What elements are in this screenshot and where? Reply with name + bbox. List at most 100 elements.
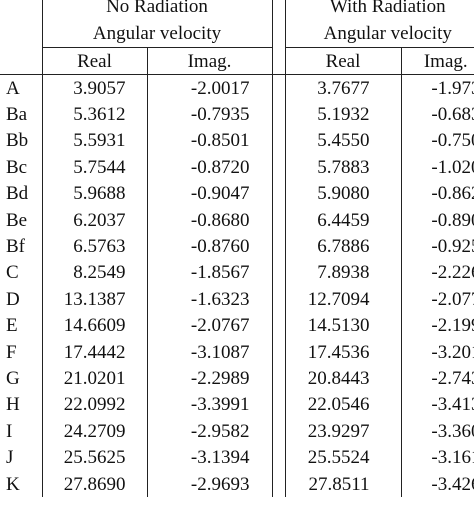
with-radiation-imag-cell: -3.1610 <box>431 447 474 469</box>
table-header: No Radiation With Radiation Angular velo… <box>0 0 474 75</box>
no-radiation-heading: No Radiation <box>42 0 273 20</box>
with-radiation-real-cell: 6.7886 <box>284 233 402 260</box>
no-radiation-imag-column-header: Imag. <box>147 47 273 75</box>
no-radiation-real-cell: 5.5931 <box>42 127 148 155</box>
with-radiation-real-cell: 25.5524 <box>284 444 402 471</box>
table-body: A3.9057-2.00173.7677-1.9734Ba5.3612-0.79… <box>0 74 474 498</box>
gap-cell <box>272 339 285 365</box>
mode-label-cell: C <box>0 259 43 287</box>
gap-cell <box>272 260 285 286</box>
gap-cell <box>272 154 285 180</box>
no-radiation-imag-cell: -1.6323 <box>147 286 273 313</box>
mode-label-cell: I <box>0 418 43 445</box>
table-row: Bd5.9688-0.9047 5.9080 -0.8623 <box>0 180 474 207</box>
table-row: H22.0992-3.3991 22.0546 -3.4135 <box>0 391 474 419</box>
with-radiation-real-cell: 27.8511 <box>284 470 402 498</box>
with-radiation-heading: With Radiation <box>284 0 474 20</box>
no-radiation-imag-cell: -2.9582 <box>147 418 273 445</box>
with-radiation-real-cell: 3.7677 <box>284 74 402 102</box>
mode-label-cell: K <box>0 470 43 498</box>
table-row: J25.5625-3.1394 25.5524 -3.1610 <box>0 444 474 471</box>
no-radiation-imag-cell: -0.8501 <box>147 127 273 155</box>
no-radiation-real-cell: 21.0201 <box>42 365 148 392</box>
table-row: Bf6.5763-0.8760 6.7886 -0.9250 <box>0 233 474 260</box>
mode-label-cell: D <box>0 286 43 313</box>
with-radiation-real-cell: 20.8443 <box>284 365 402 392</box>
no-radiation-real-column-header: Real <box>42 47 148 75</box>
no-radiation-real-cell: 5.7544 <box>42 154 148 181</box>
with-radiation-imag-cell: -0.6832 <box>431 104 474 126</box>
no-radiation-imag-cell: -2.9693 <box>147 470 273 498</box>
gap-cell <box>272 101 285 127</box>
with-radiation-angular-velocity-heading: Angular velocity <box>284 20 474 48</box>
mode-label-cell: Ba <box>0 101 43 128</box>
no-radiation-imag-cell: -0.8680 <box>147 206 273 234</box>
with-radiation-imag-cell: -3.4267 <box>431 473 474 495</box>
table-row: C8.2549-1.8567 7.8938 -2.2269 <box>0 259 474 287</box>
no-radiation-imag-cell: -0.7935 <box>147 101 273 128</box>
with-radiation-imag-cell: -2.1991 <box>431 315 474 337</box>
with-radiation-imag-cell: -3.2013 <box>431 341 474 363</box>
table-row: A3.9057-2.0017 3.7677 -1.9734 <box>0 74 474 102</box>
table-row: G21.0201-2.2989 20.8443 -2.7435 <box>0 365 474 392</box>
no-radiation-imag-cell: -2.0767 <box>147 312 273 339</box>
with-radiation-real-cell: 17.4536 <box>284 338 402 366</box>
no-radiation-real-cell: 5.3612 <box>42 101 148 128</box>
mode-label-cell: J <box>0 444 43 471</box>
with-radiation-imag-cell: -2.7435 <box>431 367 474 389</box>
with-radiation-imag-cell: -2.0774 <box>431 288 474 310</box>
gap-cell <box>272 444 285 470</box>
with-radiation-real-cell: 5.4550 <box>284 127 402 155</box>
no-radiation-real-cell: 6.5763 <box>42 233 148 260</box>
mode-label-cell: Bd <box>0 180 43 207</box>
with-radiation-real-cell: 5.7883 <box>284 154 402 181</box>
with-radiation-imag-cell: -3.4135 <box>431 394 474 416</box>
no-radiation-real-cell: 24.2709 <box>42 418 148 445</box>
with-radiation-imag-cell: -2.2269 <box>431 262 474 284</box>
with-radiation-imag-column-header: Imag. <box>401 47 474 75</box>
header-gap-cell <box>272 20 285 48</box>
no-radiation-imag-cell: -0.9047 <box>147 180 273 207</box>
gap-cell <box>272 75 285 102</box>
no-radiation-imag-cell: -3.1394 <box>147 444 273 471</box>
no-radiation-real-cell: 14.6609 <box>42 312 148 339</box>
gap-cell <box>272 233 285 259</box>
with-radiation-imag-cell: -1.9734 <box>431 77 474 99</box>
frequency-table: No Radiation With Radiation Angular velo… <box>0 0 474 498</box>
with-radiation-real-cell: 6.4459 <box>284 206 402 234</box>
no-radiation-real-cell: 8.2549 <box>42 259 148 287</box>
mode-label-cell: Be <box>0 206 43 234</box>
mode-label-cell: Bb <box>0 127 43 155</box>
mode-label-cell: A <box>0 74 43 102</box>
table-container: No Radiation With Radiation Angular velo… <box>0 0 474 498</box>
header-gap-cell <box>272 47 285 75</box>
mode-label-cell: F <box>0 338 43 366</box>
table-row: Bb5.5931-0.8501 5.4550 -0.7504 <box>0 127 474 155</box>
table-row: E14.6609-2.0767 14.5130 -2.1991 <box>0 312 474 339</box>
gap-cell <box>272 471 285 497</box>
gap-cell <box>272 286 285 312</box>
table-row: I24.2709-2.9582 23.9297 -3.3606 <box>0 418 474 445</box>
with-radiation-real-cell: 5.9080 <box>284 180 402 207</box>
with-radiation-real-column-header: Real <box>284 47 402 75</box>
gap-cell <box>272 392 285 418</box>
mode-label-cell: Bc <box>0 154 43 181</box>
gap-cell <box>272 207 285 233</box>
with-radiation-real-cell: 14.5130 <box>284 312 402 339</box>
header-gap-cell <box>272 0 285 20</box>
with-radiation-imag-cell: -0.8901 <box>431 209 474 231</box>
gap-cell <box>272 418 285 444</box>
header-corner-cell <box>0 20 43 48</box>
no-radiation-imag-cell: -2.2989 <box>147 365 273 392</box>
table-row: Be6.2037-0.8680 6.4459 -0.8901 <box>0 206 474 234</box>
no-radiation-real-cell: 13.1387 <box>42 286 148 313</box>
no-radiation-real-cell: 6.2037 <box>42 206 148 234</box>
header-corner-cell <box>0 0 43 20</box>
no-radiation-real-cell: 22.0992 <box>42 391 148 419</box>
no-radiation-imag-cell: -3.1087 <box>147 338 273 366</box>
no-radiation-real-cell: 25.5625 <box>42 444 148 471</box>
table-row: D13.1387-1.6323 12.7094 -2.0774 <box>0 286 474 313</box>
with-radiation-real-cell: 5.1932 <box>284 101 402 128</box>
no-radiation-real-cell: 3.9057 <box>42 74 148 102</box>
with-radiation-imag-cell: -0.7504 <box>431 130 474 152</box>
